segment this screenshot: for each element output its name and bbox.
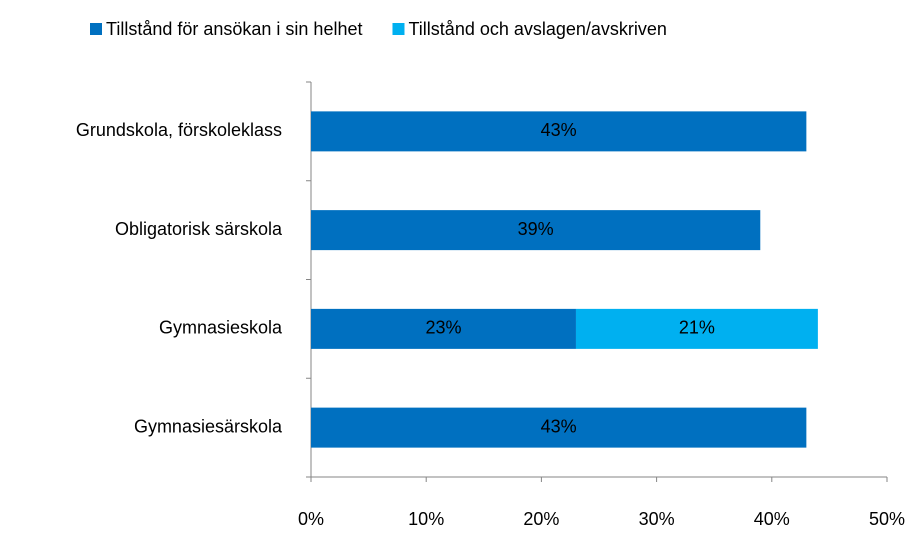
- legend-label: Tillstånd och avslagen/avskriven: [408, 19, 666, 39]
- y-tick-label: Grundskola, förskoleklass: [76, 120, 282, 140]
- bar: [311, 308, 576, 349]
- bar: [311, 111, 807, 152]
- y-tick-label: Obligatorisk särskola: [115, 219, 283, 239]
- x-tick-label: 30%: [639, 509, 675, 529]
- data-label: 23%: [425, 318, 461, 338]
- data-label: 39%: [518, 219, 554, 239]
- legend-swatch: [90, 23, 102, 35]
- data-label: 43%: [541, 120, 577, 140]
- y-tick-label: Gymnasiesärskola: [134, 416, 283, 436]
- x-tick-label: 10%: [408, 509, 444, 529]
- bar: [311, 210, 761, 251]
- legend-swatch: [392, 23, 405, 35]
- y-tick-label: Gymnasieskola: [159, 318, 283, 338]
- bar: [311, 407, 807, 448]
- legend-label: Tillstånd för ansökan i sin helhet: [106, 19, 362, 39]
- x-tick-label: 0%: [298, 509, 324, 529]
- data-label: 21%: [679, 318, 715, 338]
- data-label: 43%: [541, 416, 577, 436]
- x-tick-label: 50%: [869, 509, 905, 529]
- bar: [575, 308, 818, 349]
- x-tick-label: 20%: [523, 509, 559, 529]
- x-tick-label: 40%: [754, 509, 790, 529]
